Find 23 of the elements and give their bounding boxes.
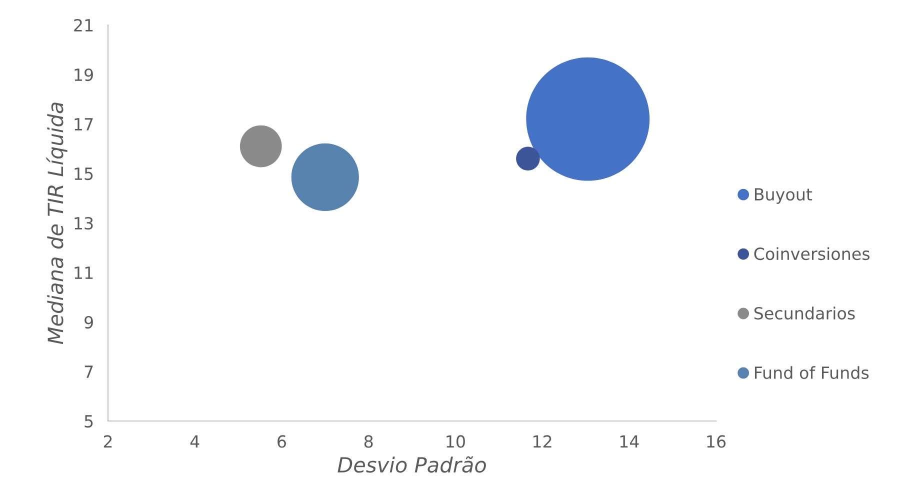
- x-tick-label: 4: [190, 435, 200, 448]
- legend-label: Coinversiones: [754, 247, 870, 260]
- x-tick-label: 10: [446, 435, 465, 448]
- x-tick-label: 8: [364, 435, 373, 448]
- legend-label: Buyout: [754, 188, 812, 204]
- y-axis-title: Mediana de TIR Líquida: [46, 102, 68, 344]
- y-tick-label: 7: [84, 366, 93, 378]
- x-tick-label: 16: [707, 435, 726, 448]
- y-tick-label: 15: [74, 168, 93, 180]
- x-tick-label: 14: [620, 435, 639, 448]
- y-tick-label: 19: [74, 68, 93, 82]
- x-tick-label: 6: [278, 435, 286, 448]
- y-tick-label: 13: [74, 216, 93, 230]
- y-tick-label: 5: [84, 415, 93, 428]
- y-tick-label: 9: [84, 316, 93, 329]
- y-tick-label: 21: [74, 18, 93, 32]
- y-tick-label: 17: [74, 118, 93, 130]
- x-tick-label: 12: [534, 435, 552, 448]
- x-axis-title: Desvio Padrão: [338, 456, 486, 473]
- legend-label: Secundarios: [754, 306, 855, 320]
- legend-label: Fund of Funds: [754, 366, 869, 380]
- x-tick-label: 2: [104, 435, 112, 448]
- y-tick-label: 11: [74, 266, 93, 279]
